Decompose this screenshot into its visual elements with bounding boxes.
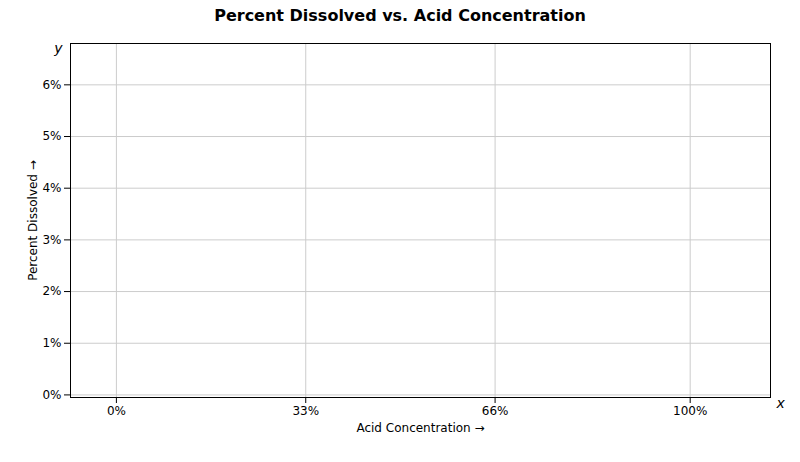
svg-text:66%: 66% — [482, 404, 509, 418]
svg-text:y: y — [53, 40, 63, 56]
html-text:Percent Dissolved vs. Acid Con: Percent Dissolved vs. Acid Concentration — [214, 6, 586, 25]
svg-text:3%: 3% — [42, 233, 61, 247]
svg-text:0%: 0% — [42, 388, 61, 402]
svg-text:6%: 6% — [42, 78, 61, 92]
svg-text:Acid Concentration →: Acid Concentration → — [356, 421, 484, 435]
svg-text:4%: 4% — [42, 181, 61, 195]
svg-text:100%: 100% — [673, 404, 707, 418]
svg-text:1%: 1% — [42, 336, 61, 350]
svg-text:5%: 5% — [42, 129, 61, 143]
svg-text:Percent Dissolved →: Percent Dissolved → — [26, 160, 40, 281]
svg-text:33%: 33% — [292, 404, 319, 418]
svg-text:0%: 0% — [107, 404, 126, 418]
svg-text:2%: 2% — [42, 284, 61, 298]
svg-text:x: x — [776, 395, 786, 411]
